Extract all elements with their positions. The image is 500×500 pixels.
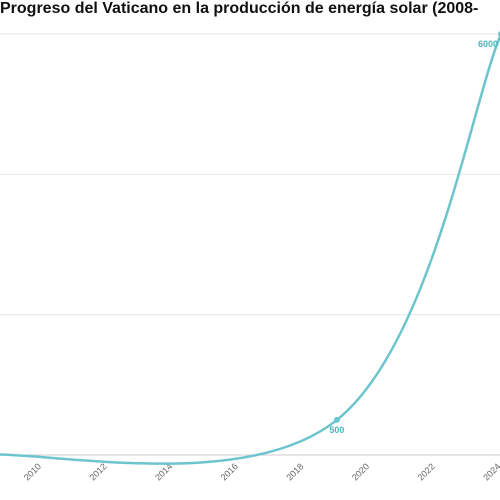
x-tick-label: 2020 — [350, 461, 371, 482]
x-tick-label: 2018 — [284, 461, 305, 482]
chart-title: Progreso del Vaticano en la producción d… — [0, 0, 479, 17]
data-point — [333, 416, 340, 423]
series-layer — [0, 31, 500, 465]
data-labels: 500 6000 — [329, 39, 498, 435]
x-tick-label: 2022 — [416, 461, 437, 482]
x-tick-label: 2012 — [87, 461, 108, 482]
series-line — [0, 33, 500, 465]
x-tick-label: 2016 — [219, 461, 240, 482]
x-tick-label: 2024 — [481, 461, 500, 482]
data-label: 6000 — [478, 39, 498, 49]
data-label: 500 — [329, 425, 344, 435]
x-tick-label: 2010 — [22, 461, 43, 482]
gridlines — [0, 33, 500, 456]
